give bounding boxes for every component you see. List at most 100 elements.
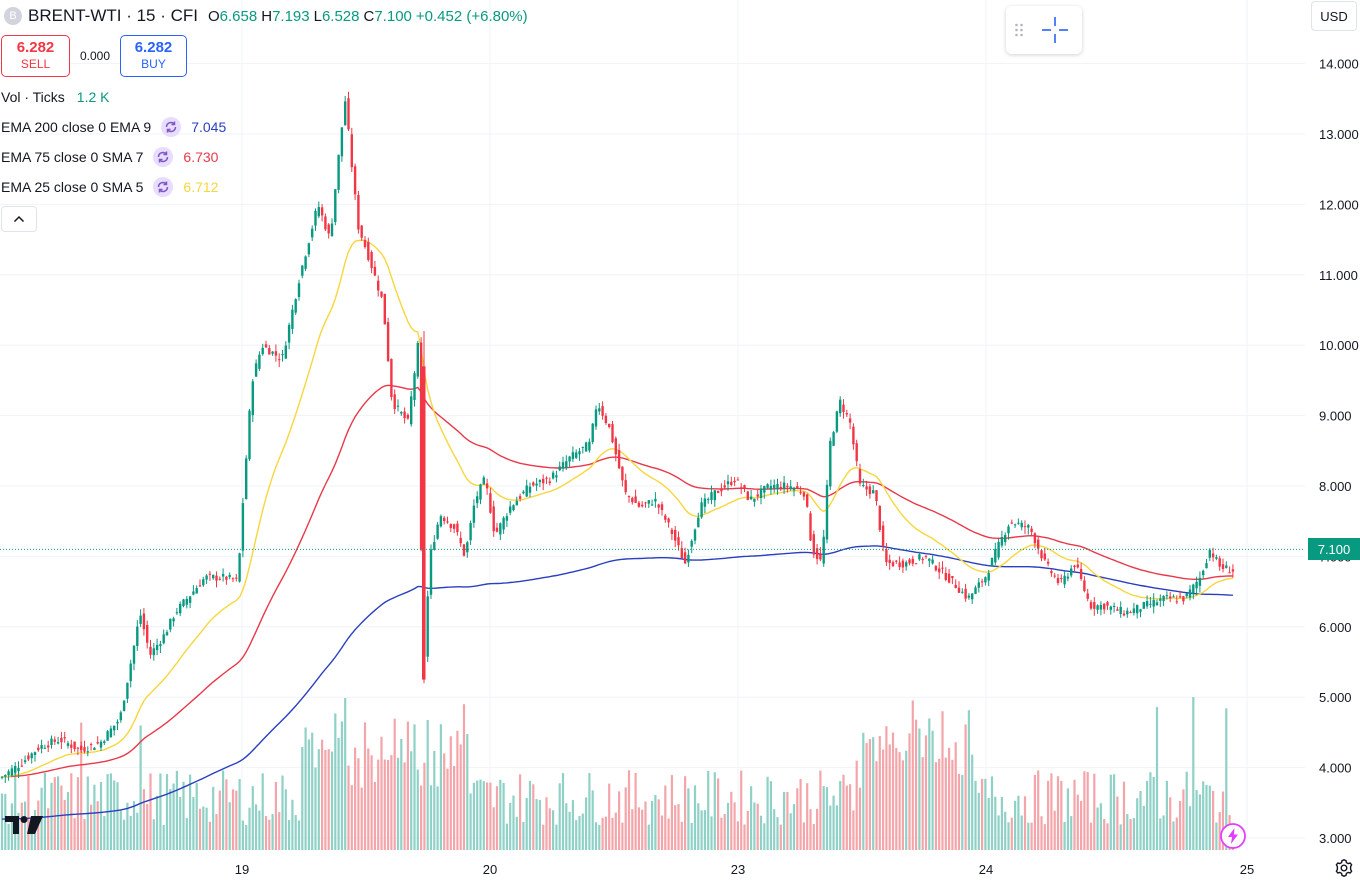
candle-body — [433, 542, 436, 550]
volume-bar — [317, 749, 320, 850]
chevron-up-icon — [13, 215, 25, 223]
cycle-icon[interactable] — [161, 117, 182, 137]
candle-body — [76, 747, 80, 749]
candle-body — [1083, 580, 1086, 591]
candle-body — [707, 499, 710, 501]
candle-body — [179, 603, 182, 614]
ema200-legend[interactable]: EMA 200 close 0 EMA 9 7.045 — [1, 117, 226, 137]
volume-bar — [644, 801, 647, 850]
price-tick-label: 5.000 — [1319, 690, 1352, 705]
volume-bar — [565, 803, 568, 850]
volume-bar — [172, 783, 175, 850]
candle-body — [89, 744, 93, 746]
candle-body — [70, 744, 73, 748]
volume-bar — [1089, 822, 1093, 850]
candle-body — [317, 207, 320, 217]
crosshair-icon[interactable] — [1032, 6, 1078, 54]
candle-body — [994, 549, 997, 563]
collapse-legend-button[interactable] — [1, 206, 37, 232]
candle-body — [565, 461, 568, 468]
symbol-logo[interactable]: B — [4, 7, 22, 25]
candle-body — [690, 540, 693, 547]
candle-body — [584, 442, 588, 452]
candle-body — [426, 596, 429, 657]
lightning-icon[interactable] — [1219, 822, 1247, 850]
volume-bar — [532, 784, 535, 850]
volume-bar — [1020, 815, 1023, 850]
ema25-legend[interactable]: EMA 25 close 0 SMA 5 6.712 — [1, 177, 218, 197]
volume-legend[interactable]: Vol · Ticks 1.2 K — [1, 87, 110, 107]
volume-bar — [822, 786, 825, 850]
volume-bar — [476, 780, 479, 850]
candle-body — [1132, 608, 1136, 614]
candle-body — [971, 593, 974, 600]
currency-button[interactable]: USD — [1311, 1, 1357, 31]
volume-bar — [291, 799, 294, 850]
candle-body — [419, 342, 423, 550]
candle-body — [749, 496, 753, 500]
volume-bar — [677, 804, 680, 850]
candle-body — [410, 396, 413, 425]
candle-body — [957, 587, 961, 593]
volume-bar — [175, 770, 178, 850]
candle-body — [1112, 605, 1116, 607]
volume-bar — [957, 773, 961, 850]
volume-bar — [1007, 822, 1010, 850]
volume-bar — [1096, 807, 1099, 850]
candle-body — [845, 413, 848, 415]
volume-bar — [601, 817, 604, 850]
candle-body — [809, 513, 812, 541]
drag-handle-icon[interactable] — [1006, 6, 1032, 54]
volume-bar — [278, 812, 281, 850]
volume-bar — [1014, 800, 1017, 850]
volume-bar — [967, 710, 970, 850]
volume-bar — [189, 774, 192, 850]
symbol-title[interactable]: BRENT-WTI · 15 · CFI — [28, 6, 198, 25]
tradingview-logo[interactable] — [4, 813, 44, 837]
ema75-legend[interactable]: EMA 75 close 0 SMA 7 6.730 — [1, 147, 218, 167]
volume-bar — [1122, 781, 1126, 850]
volume-bar — [165, 774, 169, 850]
candle-body — [733, 480, 736, 483]
candle-body — [806, 494, 809, 507]
candle-body — [353, 166, 357, 195]
candle-body — [380, 291, 383, 297]
candle-body — [416, 342, 419, 377]
candle-body — [1106, 602, 1109, 606]
candle-body — [360, 225, 363, 238]
candle-body — [687, 554, 690, 563]
candle-body — [617, 450, 621, 469]
volume-bar — [621, 822, 624, 850]
gear-icon[interactable] — [1334, 858, 1354, 878]
volume-bar — [743, 824, 746, 850]
candle-body — [1122, 613, 1126, 616]
cycle-icon[interactable] — [153, 177, 174, 197]
volume-bar — [868, 739, 871, 850]
volume-bar — [948, 747, 951, 850]
volume-bar — [436, 786, 439, 850]
sell-button[interactable]: 6.282 SELL — [1, 35, 70, 77]
candle-body — [680, 548, 683, 559]
volume-bar — [1103, 818, 1106, 850]
candle-body — [832, 432, 835, 446]
candle-body — [363, 239, 367, 248]
volume-bar — [1205, 784, 1208, 850]
volume-bar — [416, 769, 419, 850]
candle-body — [581, 446, 584, 448]
candle-body — [621, 466, 624, 481]
candle-body — [1182, 596, 1185, 602]
volume-bar — [1004, 811, 1007, 850]
candle-body — [839, 399, 842, 414]
volume-bar — [406, 721, 409, 850]
candle-body — [27, 755, 30, 760]
candle-body — [1162, 595, 1165, 602]
candle-body — [337, 154, 340, 190]
cycle-icon[interactable] — [153, 147, 174, 167]
candle-body — [1040, 550, 1043, 559]
candle-body — [984, 577, 987, 583]
volume-bar — [875, 761, 878, 850]
candle-body — [891, 562, 895, 567]
buy-button[interactable]: 6.282 BUY — [120, 35, 187, 77]
volume-bar — [1215, 822, 1218, 850]
